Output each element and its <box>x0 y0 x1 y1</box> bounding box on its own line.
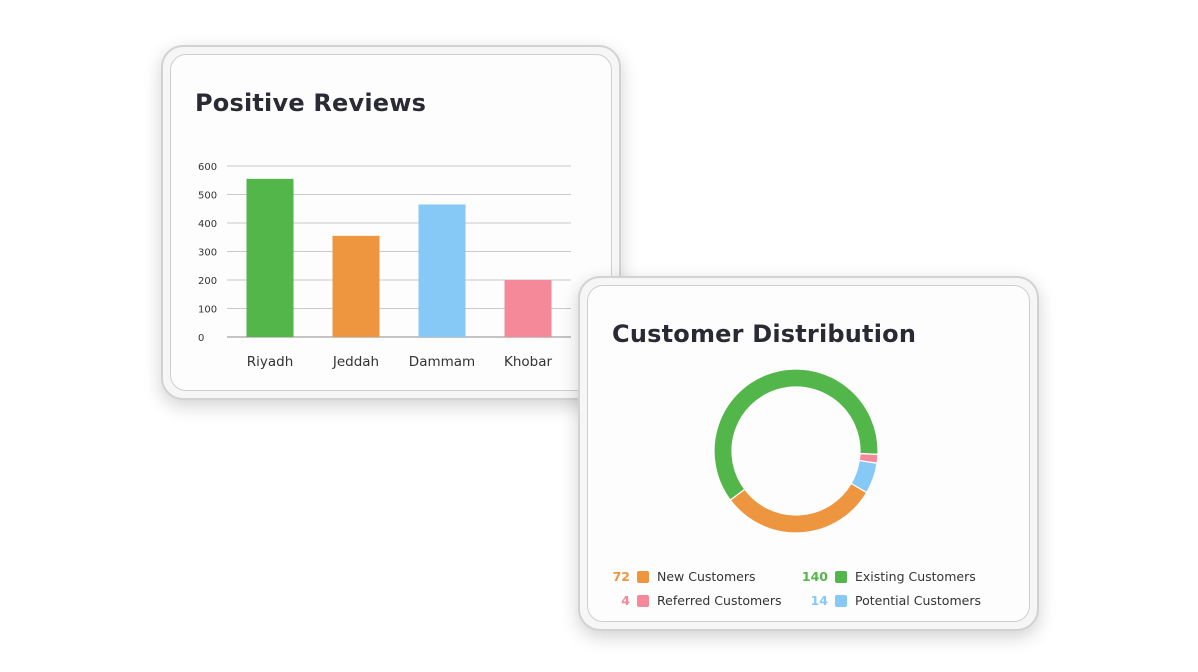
donut-slice-existing-customers <box>713 368 879 501</box>
legend-swatch <box>637 570 649 583</box>
legend-label: Existing Customers <box>855 569 976 584</box>
legend-label: New Customers <box>657 569 756 584</box>
legend-swatch <box>835 570 847 583</box>
legend-item-existing-customers: 140 Existing Customers <box>800 569 976 584</box>
y-tick-label: 500 <box>198 191 217 202</box>
customer-distribution-donut-chart <box>713 368 879 534</box>
x-tick-label: Dammam <box>409 354 475 370</box>
customer-distribution-title: Customer Distribution <box>612 320 917 348</box>
positive-reviews-bar-chart: 0 100 200 300 400 500 600 Riyadh Jeddah Dammam Kho… <box>198 162 571 370</box>
positive-reviews-title: Positive Reviews <box>195 89 427 117</box>
x-tick-label: Riyadh <box>247 354 294 370</box>
legend-label: Referred Customers <box>657 593 782 608</box>
positive-reviews-card-inner: Positive Reviews 0 100 200 300 400 500 600 Riya… <box>170 54 612 391</box>
x-tick-label: Khobar <box>504 354 553 370</box>
bar-dammam <box>418 204 466 337</box>
customer-distribution-card-inner: Customer Distribution 72 New Customers 140… <box>587 285 1030 622</box>
bar-riyadh <box>246 178 294 337</box>
legend-item-referred-customers: 4 Referred Customers <box>608 593 782 608</box>
legend-value: 4 <box>621 593 630 608</box>
y-tick-label: 600 <box>198 162 217 173</box>
legend-label: Potential Customers <box>855 593 981 608</box>
donut-slice-new-customers <box>729 482 868 534</box>
customer-distribution-card: Customer Distribution 72 New Customers 140… <box>578 276 1039 631</box>
y-tick-label: 300 <box>198 248 217 259</box>
positive-reviews-card: Positive Reviews 0 100 200 300 400 500 600 Riya… <box>161 45 621 400</box>
y-tick-label: 200 <box>198 276 217 287</box>
y-tick-label: 0 <box>198 333 204 344</box>
legend-value: 72 <box>612 569 630 584</box>
legend-item-potential-customers: 14 Potential Customers <box>800 593 981 608</box>
y-tick-label: 100 <box>198 305 217 316</box>
legend-item-new-customers: 72 New Customers <box>608 569 756 584</box>
legend-value: 14 <box>810 593 828 608</box>
bar-jeddah <box>332 235 380 337</box>
legend-swatch <box>637 594 649 607</box>
legend-swatch <box>835 594 847 607</box>
bar-khobar <box>504 280 552 337</box>
y-tick-label: 400 <box>198 219 217 230</box>
legend-value: 140 <box>801 569 828 584</box>
x-tick-label: Jeddah <box>332 354 379 370</box>
